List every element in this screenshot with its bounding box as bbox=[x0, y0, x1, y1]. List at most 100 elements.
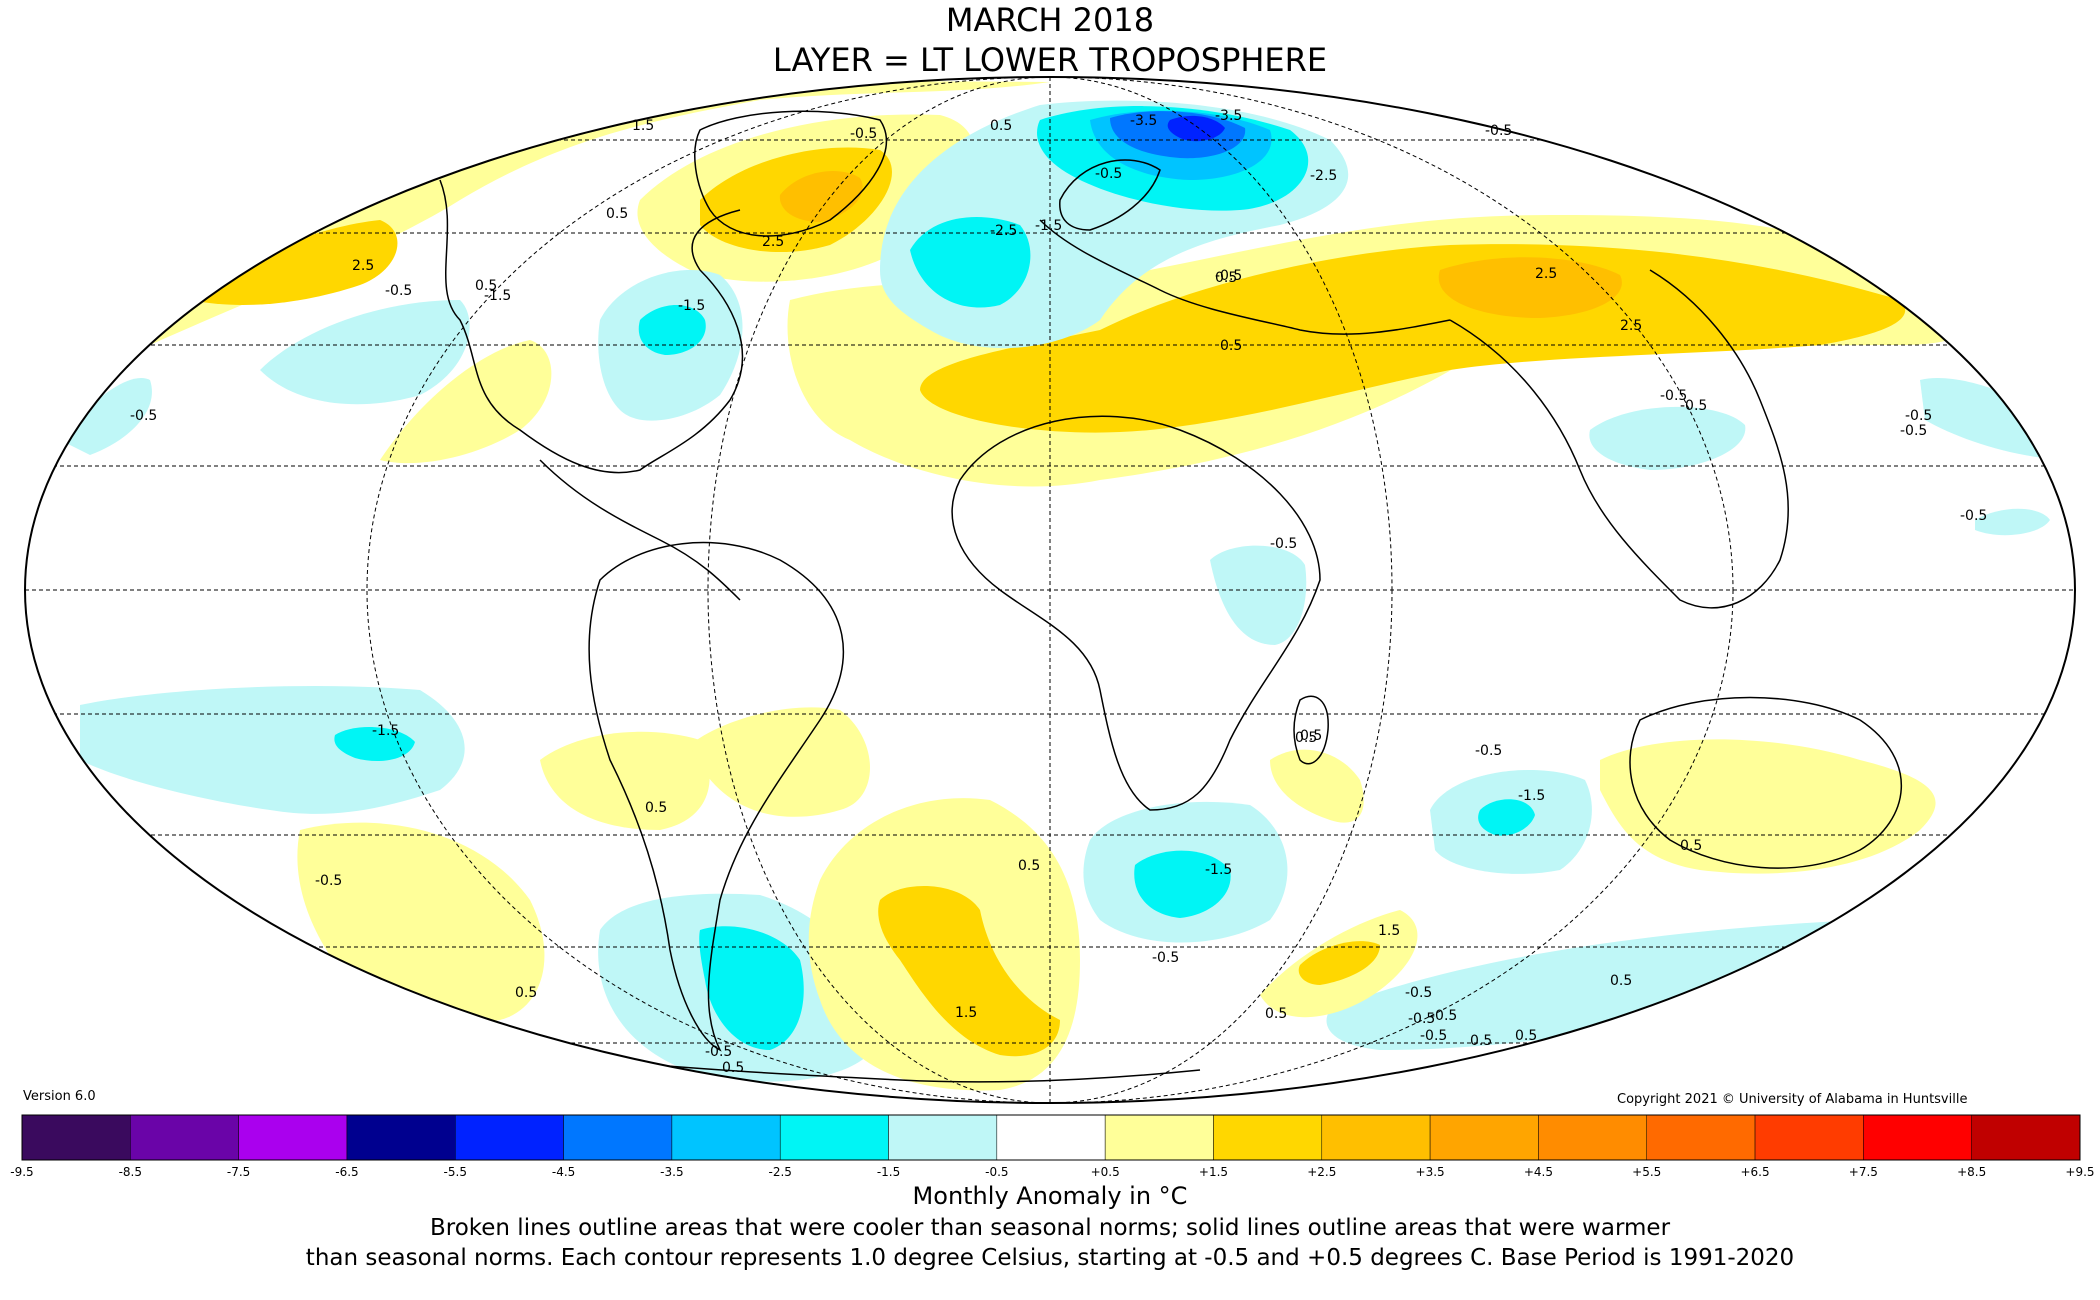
colorbar-tick-label: -7.5 bbox=[227, 1165, 250, 1179]
colorbar-tick-label: +1.5 bbox=[1199, 1165, 1228, 1179]
contour-label: -0.5 bbox=[1405, 985, 1432, 1001]
colorbar-tick-label: -9.5 bbox=[10, 1165, 33, 1179]
contour-label: -0.5 bbox=[1905, 408, 1932, 424]
central-america-coast bbox=[539, 459, 741, 601]
cool-region-pacific-east bbox=[1975, 508, 2050, 536]
coastlines bbox=[439, 110, 1902, 1083]
contour-label: 0.5 bbox=[1215, 270, 1237, 286]
contour-label: 2.5 bbox=[762, 234, 784, 250]
colorbar-tick-label: +9.5 bbox=[2065, 1165, 2094, 1179]
colorbar-cell bbox=[455, 1114, 564, 1161]
contour-label: 2.5 bbox=[352, 258, 374, 274]
contour-label: -0.5 bbox=[1475, 743, 1502, 759]
contour-label: -0.5 bbox=[1900, 423, 1927, 439]
warm-region-south-atlantic-core bbox=[878, 886, 1060, 1057]
warm-region-greenland-core bbox=[779, 171, 863, 222]
caption-line-1: Broken lines outline areas that were coo… bbox=[429, 1215, 1671, 1241]
contour-label: -1.5 bbox=[1035, 218, 1062, 234]
map-title: MARCH 2018 bbox=[945, 1, 1155, 39]
colorbar-cell bbox=[779, 1114, 889, 1161]
contour-label: -1.5 bbox=[372, 723, 399, 739]
colorbar-cell bbox=[1104, 1114, 1214, 1161]
contour-label: -0.5 bbox=[1660, 388, 1687, 404]
contour-label: 2.5 bbox=[1620, 318, 1642, 334]
contour-label: -0.5 bbox=[705, 1044, 732, 1060]
contour-label: -0.5 bbox=[385, 283, 412, 299]
contour-label: 0.5 bbox=[1220, 338, 1242, 354]
warm-region-australia bbox=[1600, 739, 1936, 874]
meridian-ellipse bbox=[707, 77, 1393, 1103]
colorbar-cells bbox=[21, 1114, 2081, 1161]
colorbar-tick-label: -0.5 bbox=[985, 1165, 1008, 1179]
contour-label: -0.5 bbox=[1960, 508, 1987, 524]
colorbar-tick-label: +5.5 bbox=[1632, 1165, 1661, 1179]
contour-label: -0.5 bbox=[850, 126, 877, 142]
contour-label: -0.5 bbox=[1420, 1028, 1447, 1044]
map-subtitle: LAYER = LT LOWER TROPOSPHERE bbox=[772, 41, 1328, 79]
colorbar-label: Monthly Anomaly in °C bbox=[912, 1182, 1188, 1210]
colorbar-cell bbox=[888, 1114, 998, 1161]
cool-region-west-pacific bbox=[60, 378, 152, 455]
colorbar-cell bbox=[1429, 1114, 1539, 1161]
colorbar-tick-label: +3.5 bbox=[1416, 1165, 1445, 1179]
caption-line-2: than seasonal norms. Each contour repres… bbox=[305, 1245, 1795, 1271]
contour-label: -0.5 bbox=[315, 873, 342, 889]
contour-label: -1.5 bbox=[1205, 862, 1232, 878]
contour-label: -0.5 bbox=[1270, 536, 1297, 552]
contour-label: -0.5 bbox=[130, 408, 157, 424]
asia-coast bbox=[1449, 269, 1790, 609]
warm-region-southern-indian-core bbox=[1298, 941, 1380, 985]
warm-region-madagascar bbox=[1270, 749, 1364, 823]
colorbar-cell bbox=[1213, 1114, 1323, 1161]
contour-label: -2.5 bbox=[990, 223, 1017, 239]
cool-region-scandinavia-deepest bbox=[1167, 115, 1225, 142]
contour-label: 0.5 bbox=[1295, 730, 1317, 746]
contour-label: 0.5 bbox=[1610, 973, 1632, 989]
colorbar-cell bbox=[346, 1114, 456, 1161]
colorbar-tick-label: -3.5 bbox=[660, 1165, 683, 1179]
cool-region-southern-ocean bbox=[1326, 920, 1867, 1050]
cool-region-north-pacific bbox=[260, 300, 470, 405]
colorbar-tick-label: -5.5 bbox=[444, 1165, 467, 1179]
graticule bbox=[25, 77, 2075, 1103]
contour-label: 0.5 bbox=[990, 118, 1012, 134]
contour-label: 1.5 bbox=[632, 118, 654, 134]
warm-region-south-atlantic bbox=[540, 731, 710, 830]
greenland-coast bbox=[694, 110, 887, 237]
colorbar-tick-label: +8.5 bbox=[1957, 1165, 1986, 1179]
contour-label: -3.5 bbox=[1130, 113, 1157, 129]
meridian-ellipse bbox=[366, 77, 1734, 1103]
contour-label: -0.5 bbox=[1152, 950, 1179, 966]
warm-region-asia-core bbox=[1438, 257, 1622, 318]
antarctica-coast bbox=[599, 1059, 1201, 1083]
contour-label: -1.5 bbox=[484, 288, 511, 304]
colorbar-cell bbox=[21, 1114, 131, 1161]
contour-label: -0.5 bbox=[1485, 123, 1512, 139]
colorbar-cell bbox=[238, 1114, 348, 1161]
anomaly-map: 1.5 -0.5 0.5 2.5 0.5 2.5 -0.5 -1.5 0.5 -… bbox=[24, 76, 2076, 1104]
cool-region-east-us-core bbox=[638, 305, 706, 355]
contour-label: 2.5 bbox=[1535, 266, 1557, 282]
madagascar-coast bbox=[1293, 695, 1329, 765]
contour-labels: 1.5 -0.5 0.5 2.5 0.5 2.5 -0.5 -1.5 0.5 -… bbox=[130, 108, 1987, 1076]
contour-label: 0.5 bbox=[1470, 1033, 1492, 1049]
contour-label: 0.5 bbox=[1680, 838, 1702, 854]
cool-region-atlantic bbox=[910, 217, 1031, 308]
contour-label: 0.5 bbox=[1018, 858, 1040, 874]
cool-region-east-africa bbox=[1210, 545, 1307, 645]
europe-coast bbox=[1039, 219, 1451, 335]
scandinavia-coast bbox=[1059, 159, 1161, 231]
cool-region-south-pacific bbox=[80, 685, 465, 814]
warm-region-mexico bbox=[380, 340, 552, 464]
contour-label: 1.5 bbox=[955, 1005, 977, 1021]
contour-label: -0.5 bbox=[1215, 268, 1242, 284]
colorbar-cell bbox=[1538, 1114, 1647, 1161]
contour-label: 0.5 bbox=[1265, 1006, 1287, 1022]
contour-label: 1.5 bbox=[1378, 923, 1400, 939]
colorbar-cell bbox=[1321, 1114, 1431, 1161]
contour-label: -3.5 bbox=[1215, 108, 1242, 124]
warm-region-alaska bbox=[190, 220, 398, 305]
contour-label: 0.5 bbox=[606, 206, 628, 222]
colorbar-cell bbox=[1646, 1114, 1756, 1161]
map-boundary bbox=[24, 76, 2076, 1104]
